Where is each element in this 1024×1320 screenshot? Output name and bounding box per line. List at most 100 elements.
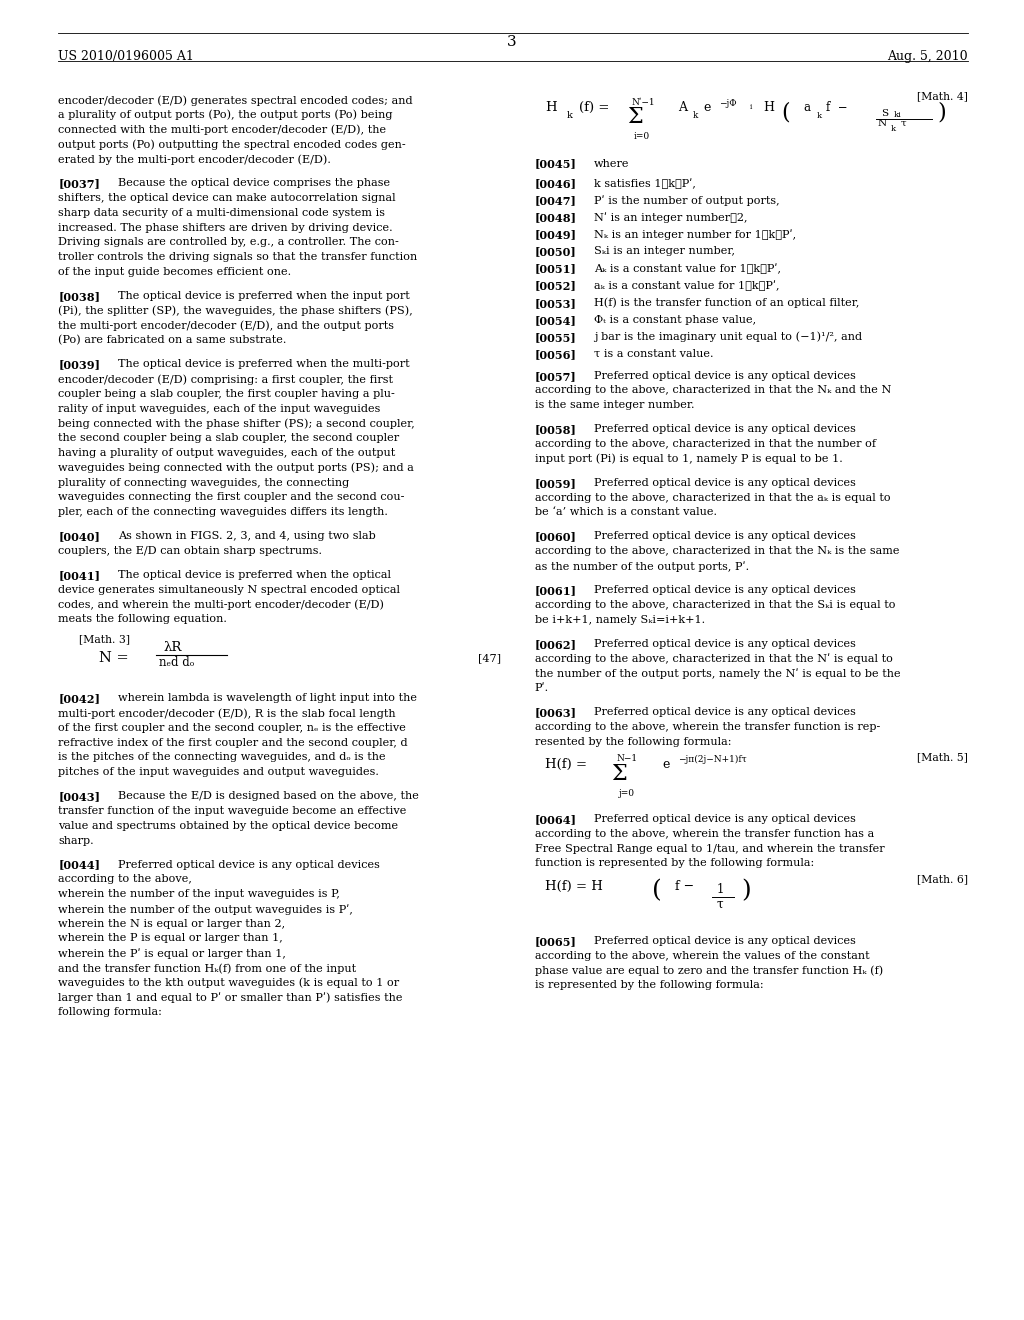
Text: of the input guide becomes efficient one.: of the input guide becomes efficient one… <box>58 267 292 277</box>
Text: H: H <box>763 102 774 115</box>
Text: [0056]: [0056] <box>535 348 577 360</box>
Text: i=0: i=0 <box>634 132 650 141</box>
Text: k: k <box>693 111 698 120</box>
Text: (: ( <box>652 879 663 903</box>
Text: larger than 1 and equal to Pʹ or smaller than Pʹ) satisfies the: larger than 1 and equal to Pʹ or smaller… <box>58 993 402 1003</box>
Text: [0057]: [0057] <box>535 371 577 381</box>
Text: (Po) are fabricated on a same substrate.: (Po) are fabricated on a same substrate. <box>58 335 287 346</box>
Text: (: ( <box>781 102 790 124</box>
Text: a: a <box>804 102 811 115</box>
Text: encoder/decoder (E/D) comprising: a first coupler, the first: encoder/decoder (E/D) comprising: a firs… <box>58 374 393 384</box>
Text: [0060]: [0060] <box>535 532 577 543</box>
Text: [0058]: [0058] <box>535 424 577 436</box>
Text: function is represented by the following formula:: function is represented by the following… <box>535 858 814 869</box>
Text: k: k <box>566 111 572 120</box>
Text: wherein the Pʹ is equal or larger than 1,: wherein the Pʹ is equal or larger than 1… <box>58 948 287 960</box>
Text: (Pi), the splitter (SP), the waveguides, the phase shifters (PS),: (Pi), the splitter (SP), the waveguides,… <box>58 306 413 317</box>
Text: Because the optical device comprises the phase: Because the optical device comprises the… <box>118 178 390 189</box>
Text: the second coupler being a slab coupler, the second coupler: the second coupler being a slab coupler,… <box>58 433 399 444</box>
Text: Because the E/D is designed based on the above, the: Because the E/D is designed based on the… <box>118 791 419 801</box>
Text: waveguides connecting the first coupler and the second cou-: waveguides connecting the first coupler … <box>58 492 404 503</box>
Text: as the number of the output ports, Pʹ.: as the number of the output ports, Pʹ. <box>535 561 749 572</box>
Text: plurality of connecting waveguides, the connecting: plurality of connecting waveguides, the … <box>58 478 349 487</box>
Text: being connected with the phase shifter (PS); a second coupler,: being connected with the phase shifter (… <box>58 418 415 429</box>
Text: input port (Pi) is equal to 1, namely P is equal to be 1.: input port (Pi) is equal to 1, namely P … <box>535 454 843 465</box>
Text: N =: N = <box>99 651 129 665</box>
Text: Aug. 5, 2010: Aug. 5, 2010 <box>887 50 968 63</box>
Text: be ‘a’ which is a constant value.: be ‘a’ which is a constant value. <box>535 507 717 517</box>
Text: [0042]: [0042] <box>58 693 100 705</box>
Text: phase value are equal to zero and the transfer function Hₖ (f): phase value are equal to zero and the tr… <box>535 965 883 975</box>
Text: [0043]: [0043] <box>58 791 100 803</box>
Text: is represented by the following formula:: is represented by the following formula: <box>535 981 763 990</box>
Text: [Math. 3]: [Math. 3] <box>79 634 130 644</box>
Text: troller controls the driving signals so that the transfer function: troller controls the driving signals so … <box>58 252 418 263</box>
Text: [0055]: [0055] <box>535 331 577 343</box>
Text: increased. The phase shifters are driven by driving device.: increased. The phase shifters are driven… <box>58 223 393 232</box>
Text: Preferred optical device is any optical devices: Preferred optical device is any optical … <box>118 859 380 870</box>
Text: codes, and wherein the multi-port encoder/decoder (E/D): codes, and wherein the multi-port encode… <box>58 599 384 610</box>
Text: rality of input waveguides, each of the input waveguides: rality of input waveguides, each of the … <box>58 404 381 413</box>
Text: connected with the multi-port encoder/decoder (E/D), the: connected with the multi-port encoder/de… <box>58 124 386 135</box>
Text: [0063]: [0063] <box>535 708 577 718</box>
Text: [0044]: [0044] <box>58 859 100 871</box>
Text: encoder/decoder (E/D) generates spectral encoded codes; and: encoder/decoder (E/D) generates spectral… <box>58 95 413 106</box>
Text: [0045]: [0045] <box>535 158 577 169</box>
Text: according to the above, characterized in that the aₖ is equal to: according to the above, characterized in… <box>535 492 890 503</box>
Text: Preferred optical device is any optical devices: Preferred optical device is any optical … <box>594 639 856 648</box>
Text: sharp.: sharp. <box>58 836 94 846</box>
Text: Preferred optical device is any optical devices: Preferred optical device is any optical … <box>594 478 856 488</box>
Text: waveguides to the kth output waveguides (k is equal to 1 or: waveguides to the kth output waveguides … <box>58 978 399 989</box>
Text: j bar is the imaginary unit equal to (−1)¹/², and: j bar is the imaginary unit equal to (−1… <box>594 331 862 342</box>
Text: [0050]: [0050] <box>535 247 577 257</box>
Text: ki: ki <box>894 111 902 119</box>
Text: wherein the N is equal or larger than 2,: wherein the N is equal or larger than 2, <box>58 919 286 929</box>
Text: Σ: Σ <box>611 763 627 784</box>
Text: of the first coupler and the second coupler, nₑ is the effective: of the first coupler and the second coup… <box>58 723 407 733</box>
Text: following formula:: following formula: <box>58 1007 162 1018</box>
Text: [Math. 4]: [Math. 4] <box>916 91 968 102</box>
Text: [0048]: [0048] <box>535 213 577 223</box>
Text: according to the above, wherein the values of the constant: according to the above, wherein the valu… <box>535 950 869 961</box>
Text: Preferred optical device is any optical devices: Preferred optical device is any optical … <box>594 532 856 541</box>
Text: [0049]: [0049] <box>535 230 577 240</box>
Text: transfer function of the input waveguide become an effective: transfer function of the input waveguide… <box>58 807 407 816</box>
Text: Preferred optical device is any optical devices: Preferred optical device is any optical … <box>594 936 856 946</box>
Text: waveguides being connected with the output ports (PS); and a: waveguides being connected with the outp… <box>58 463 415 474</box>
Text: Nʹ−1: Nʹ−1 <box>632 98 655 107</box>
Text: [0037]: [0037] <box>58 178 100 189</box>
Text: according to the above, characterized in that the Nₖ is the same: according to the above, characterized in… <box>535 546 899 556</box>
Text: f  −: f − <box>826 102 848 115</box>
Text: Preferred optical device is any optical devices: Preferred optical device is any optical … <box>594 585 856 595</box>
Text: H(f) is the transfer function of an optical filter,: H(f) is the transfer function of an opti… <box>594 298 859 309</box>
Text: nₑd dₒ: nₑd dₒ <box>159 656 195 669</box>
Text: refractive index of the first coupler and the second coupler, d: refractive index of the first coupler an… <box>58 738 408 747</box>
Text: The optical device is preferred when the multi-port: The optical device is preferred when the… <box>118 359 410 370</box>
Text: Nₖ is an integer number for 1≦k≦Pʹ,: Nₖ is an integer number for 1≦k≦Pʹ, <box>594 230 796 240</box>
Text: is the same integer number.: is the same integer number. <box>535 400 694 411</box>
Text: Φₜ is a constant phase value,: Φₜ is a constant phase value, <box>594 314 756 325</box>
Text: wherein the number of the input waveguides is P,: wherein the number of the input waveguid… <box>58 890 340 899</box>
Text: [0061]: [0061] <box>535 585 577 597</box>
Text: Preferred optical device is any optical devices: Preferred optical device is any optical … <box>594 424 856 434</box>
Text: Free Spectral Range equal to 1/tau, and wherein the transfer: Free Spectral Range equal to 1/tau, and … <box>535 843 884 854</box>
Text: pler, each of the connecting waveguides differs its length.: pler, each of the connecting waveguides … <box>58 507 388 517</box>
Text: device generates simultaneously N spectral encoded optical: device generates simultaneously N spectr… <box>58 585 400 595</box>
Text: [0062]: [0062] <box>535 639 577 649</box>
Text: multi-port encoder/decoder (E/D), R is the slab focal length: multi-port encoder/decoder (E/D), R is t… <box>58 708 396 718</box>
Text: f −: f − <box>675 879 694 892</box>
Text: be i+k+1, namely Sₖi=i+k+1.: be i+k+1, namely Sₖi=i+k+1. <box>535 615 705 624</box>
Text: ): ) <box>741 879 752 903</box>
Text: meats the following equation.: meats the following equation. <box>58 614 227 624</box>
Text: [0052]: [0052] <box>535 281 577 292</box>
Text: Pʹ.: Pʹ. <box>535 682 549 693</box>
Text: Σ: Σ <box>627 106 642 128</box>
Text: H: H <box>545 102 556 115</box>
Text: according to the above,: according to the above, <box>58 874 193 884</box>
Text: Driving signals are controlled by, e.g., a controller. The con-: Driving signals are controlled by, e.g.,… <box>58 238 399 247</box>
Text: [0065]: [0065] <box>535 936 577 946</box>
Text: [0047]: [0047] <box>535 195 577 206</box>
Text: The optical device is preferred when the optical: The optical device is preferred when the… <box>118 570 391 579</box>
Text: Nʹ is an integer number≧2,: Nʹ is an integer number≧2, <box>594 213 748 223</box>
Text: The optical device is preferred when the input port: The optical device is preferred when the… <box>118 290 410 301</box>
